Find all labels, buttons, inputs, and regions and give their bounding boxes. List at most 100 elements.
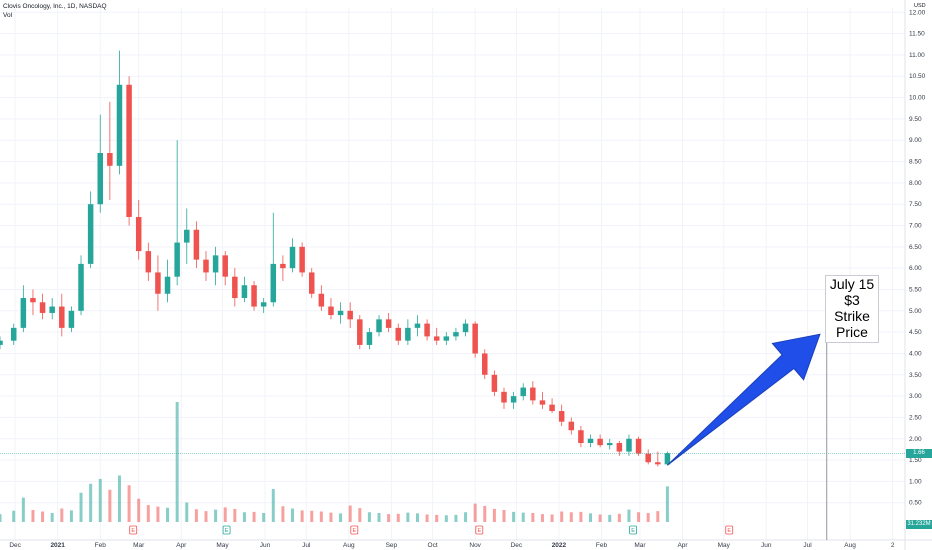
- candle-body: [59, 306, 65, 328]
- volume-bar: [598, 514, 602, 522]
- candle-body: [491, 374, 498, 392]
- candle-body: [10, 327, 17, 341]
- volume-bar: [194, 509, 198, 522]
- volume-bar: [550, 514, 554, 522]
- price-tick-label: 1.50: [909, 457, 922, 464]
- time-tick-label: Aug: [343, 542, 355, 549]
- candle-body: [337, 310, 344, 316]
- volume-bar: [319, 511, 323, 522]
- candle-body: [482, 353, 488, 375]
- volume-bar: [608, 514, 612, 522]
- volume-bar: [406, 512, 410, 522]
- volume-bar: [233, 508, 237, 522]
- price-tick-label: 10.00: [909, 95, 926, 102]
- volume-bar: [281, 506, 285, 522]
- price-tick-label: 6.00: [909, 265, 922, 272]
- candle-body: [289, 246, 296, 269]
- note-line-1: July 15: [829, 276, 875, 292]
- candle-body: [587, 438, 594, 444]
- earnings-marker-label: E: [631, 528, 635, 534]
- candle-body: [453, 332, 459, 337]
- note-line-4: Price: [836, 324, 868, 340]
- price-tick-label: 8.00: [909, 180, 922, 187]
- volume-bar: [473, 503, 477, 522]
- candle-body: [260, 302, 267, 307]
- volume-bar: [358, 508, 362, 522]
- candle-body: [558, 411, 565, 422]
- candle-body: [0, 340, 3, 345]
- volume-bar: [483, 505, 487, 522]
- volume-bar: [425, 514, 429, 522]
- volume-bar: [50, 513, 54, 522]
- time-tick-label: Jun: [260, 542, 271, 549]
- volume-bar: [560, 511, 564, 522]
- time-tick-label: Oct: [428, 542, 438, 549]
- volume-bar: [146, 505, 150, 522]
- volume-bar: [175, 402, 179, 522]
- candle-body: [664, 453, 671, 465]
- volume-bar: [377, 513, 381, 522]
- price-tick-label: 2.50: [909, 414, 922, 421]
- candle-body: [116, 84, 123, 166]
- candle-body: [68, 310, 75, 328]
- candle-body: [107, 153, 113, 166]
- price-tick-label: 10.50: [909, 73, 926, 80]
- candle-body: [49, 306, 55, 313]
- note-line-3: Strike: [834, 308, 870, 324]
- volume-bar: [31, 510, 35, 522]
- volume-bar: [21, 497, 25, 522]
- volume-bar: [339, 513, 343, 522]
- volume-bar: [223, 507, 227, 522]
- volume-bar: [310, 510, 314, 522]
- arrow-shape: [667, 333, 821, 466]
- candle-body: [376, 319, 382, 333]
- volume-bar: [185, 502, 189, 522]
- candle-body: [318, 293, 325, 307]
- candle-body: [501, 391, 507, 403]
- volume-bar: [540, 514, 544, 522]
- candle-body: [174, 242, 180, 277]
- price-tick-label: 8.50: [909, 159, 922, 166]
- volume-bar: [454, 514, 458, 522]
- volume-label: Vol: [3, 12, 13, 19]
- volume-bar: [108, 489, 112, 522]
- candle-body: [203, 259, 209, 273]
- candle-body: [30, 298, 36, 303]
- candle-body: [155, 272, 161, 294]
- time-tick-label: Feb: [95, 542, 107, 549]
- candle-body: [347, 310, 353, 320]
- candle-body: [405, 327, 411, 341]
- candle-body: [635, 438, 642, 454]
- candle-body: [145, 251, 152, 273]
- candle-body: [462, 323, 469, 333]
- candle-body: [87, 204, 94, 264]
- time-axis[interactable]: Dec 2021 Feb Mar Apr May Jun Jul Aug Sep Oct Nov Dec…: [9, 542, 895, 549]
- time-tick-label: Dec: [9, 542, 21, 549]
- price-axis[interactable]: 0.50 1.00 1.50 2.00 2.50 3.00 3.50 4.00 4.50 5.00…: [909, 9, 926, 506]
- volume-bar: [60, 508, 64, 522]
- volume-bar: [589, 513, 593, 522]
- volume-bar: [502, 510, 506, 522]
- volume-bar: [435, 514, 439, 522]
- price-tick-label: 12.00: [909, 9, 926, 16]
- candle-body: [645, 453, 651, 463]
- price-tick-label: 0.50: [909, 500, 922, 507]
- price-tick-label: 4.50: [909, 329, 922, 336]
- candle-body: [126, 84, 132, 217]
- earnings-marker-label: E: [352, 528, 356, 534]
- price-tick-label: 3.00: [909, 393, 922, 400]
- candle-body: [39, 302, 46, 313]
- candle-body: [20, 298, 27, 328]
- volume-bar: [512, 511, 516, 522]
- candle-body: [616, 443, 623, 452]
- candle-body: [443, 336, 450, 341]
- price-tick-label: 6.50: [909, 244, 922, 251]
- volume-bar: [617, 513, 621, 522]
- volume-bar: [98, 478, 102, 522]
- candle-body: [597, 438, 603, 446]
- candle-body: [530, 387, 536, 401]
- volume-bar: [12, 510, 16, 522]
- time-tick-label: 2022: [552, 542, 567, 549]
